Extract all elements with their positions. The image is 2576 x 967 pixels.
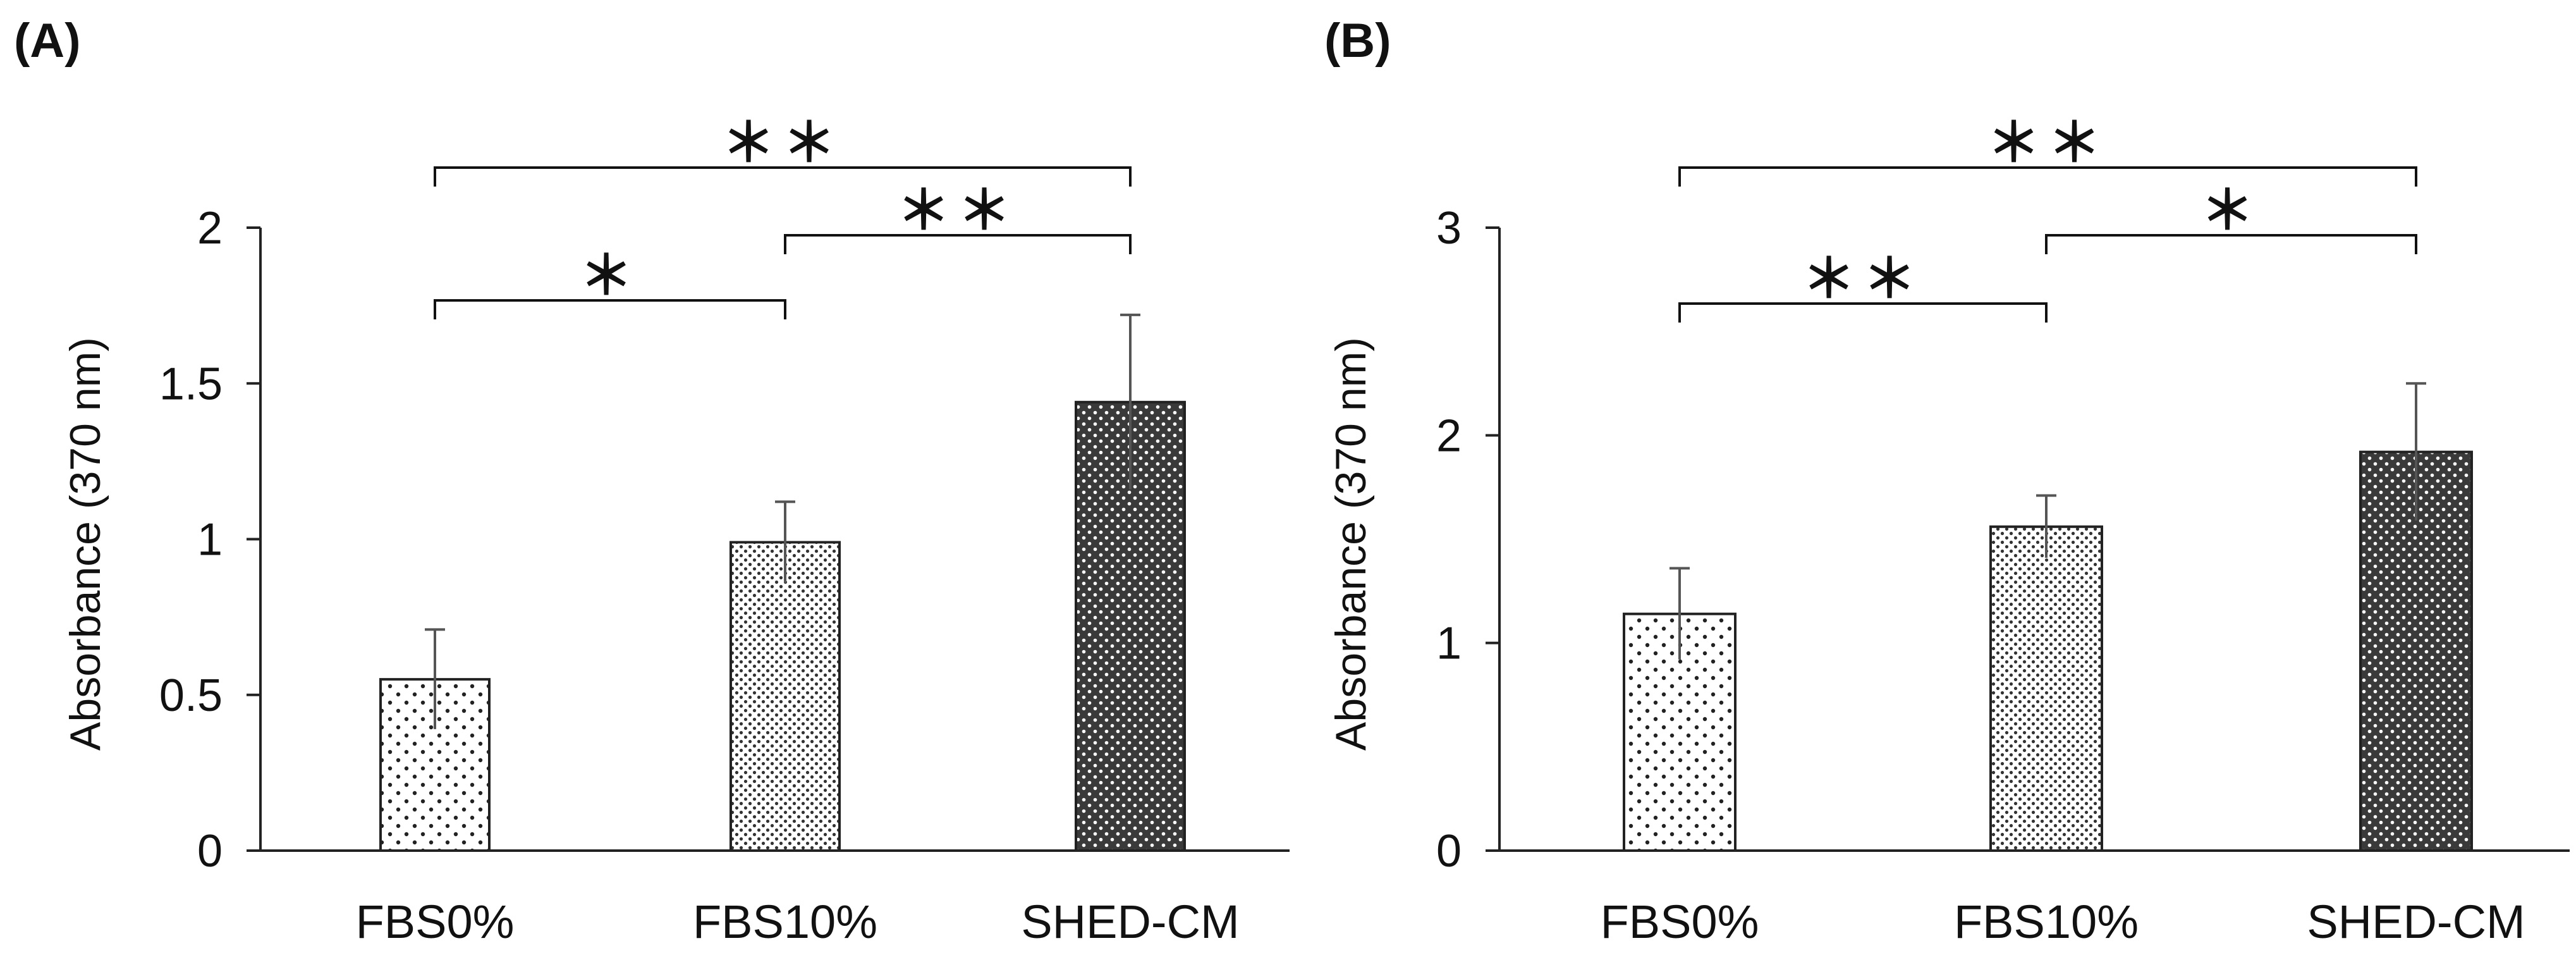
y-tick-label: 0 xyxy=(1436,826,1462,877)
significance-label: ＊＊ xyxy=(1987,112,2108,174)
category-label: FBS0% xyxy=(356,896,515,948)
significance-bracket xyxy=(1678,302,2048,323)
significance-bracket xyxy=(434,299,786,319)
significance-label: ＊＊ xyxy=(722,112,843,174)
bar-fbs10- xyxy=(729,541,841,852)
y-tick-label: 2 xyxy=(197,203,223,254)
significance-bracket xyxy=(1678,166,2417,187)
significance-label: ＊＊ xyxy=(1802,248,1924,310)
y-tick-label: 3 xyxy=(1436,203,1462,254)
panel-label: (B) xyxy=(1324,14,1391,68)
significance-label: ＊ xyxy=(2201,180,2261,242)
y-tick-label: 1.5 xyxy=(159,359,223,409)
y-tick-label: 0 xyxy=(197,826,223,877)
y-tick-label: 1 xyxy=(197,515,223,565)
significance-label: ＊ xyxy=(580,245,640,307)
category-label: FBS0% xyxy=(1601,896,1759,948)
panel-a: (A) 0 0.5 1 1.5 2 Absorbance (370 nm) FBS0% FBS1… xyxy=(14,14,1290,948)
significance-label: ＊＊ xyxy=(897,180,1018,242)
category-label: SHED-CM xyxy=(2307,896,2525,948)
category-label: SHED-CM xyxy=(1021,896,1239,948)
category-label: FBS10% xyxy=(693,896,877,948)
panel-b: (B) 0 1 2 3 Absorbance (370 nm) FBS0% FBS10% SHE… xyxy=(1324,14,2570,948)
significance-bracket xyxy=(2045,234,2417,254)
panel-label: (A) xyxy=(14,14,81,68)
y-tick-label: 0.5 xyxy=(159,670,223,721)
y-axis-title: Absorbance (370 nm) xyxy=(1327,337,1375,751)
bar-fbs10- xyxy=(1989,525,2103,852)
y-tick-label: 1 xyxy=(1436,619,1462,669)
significance-bracket xyxy=(784,234,1132,254)
y-tick-label: 2 xyxy=(1436,410,1462,461)
significance-bracket xyxy=(434,166,1132,187)
category-label: FBS10% xyxy=(1954,896,2139,948)
y-axis-title: Absorbance (370 nm) xyxy=(61,337,109,751)
